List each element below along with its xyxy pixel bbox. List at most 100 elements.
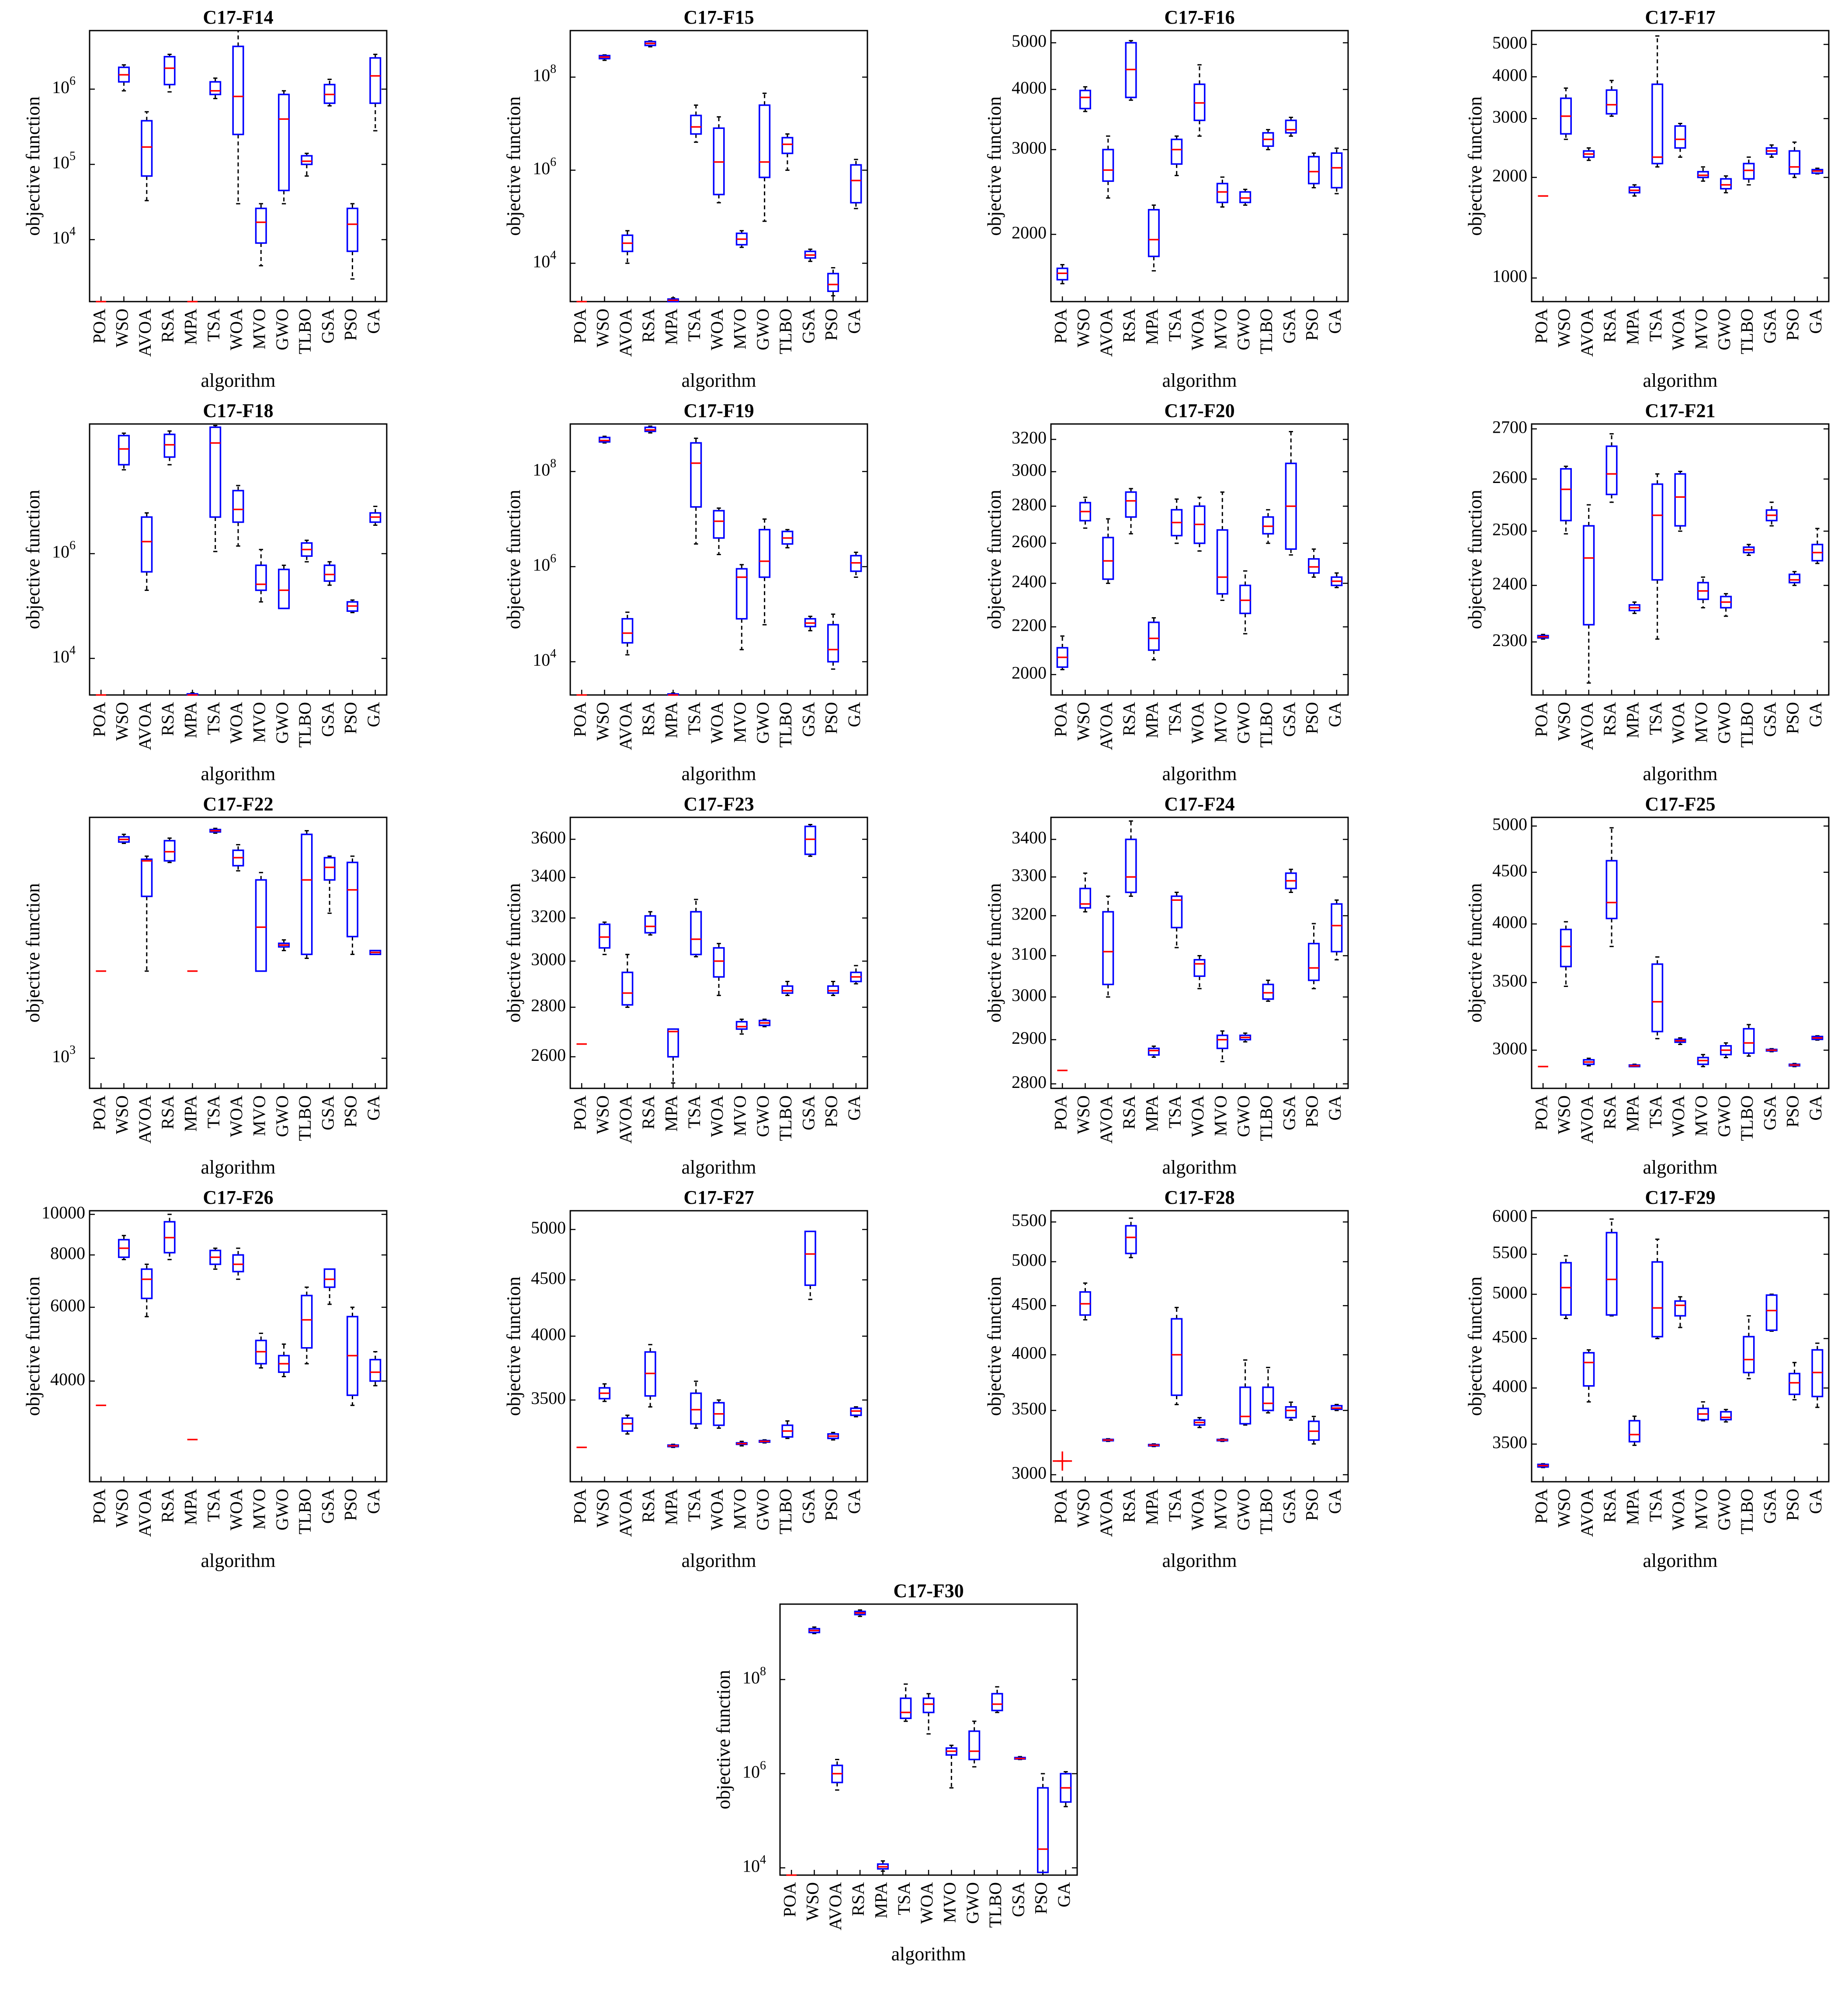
x-tick-label: TSA: [204, 1489, 223, 1522]
y-tick-label: 3500: [1012, 1399, 1047, 1418]
iqr-box: [1743, 1336, 1755, 1373]
box-avoa: [1102, 895, 1114, 998]
iqr-box: [621, 971, 634, 1006]
chart-panel: C17-F15 104 106 108 POA WSO AVOA RSA MPA TSA WOA MV…: [503, 7, 868, 391]
box-gsa: [1014, 1756, 1026, 1761]
x-tick-label: WOA: [1668, 702, 1688, 744]
box-tsa: [1651, 473, 1664, 640]
y-tick-label: 2400: [1492, 573, 1527, 593]
x-tick-label: WSO: [1554, 702, 1574, 741]
x-tick-label: WSO: [112, 1095, 132, 1134]
chart-panel: C17-F21 2300 2400 2500 2600 2700 POA WSO AVOA RSA…: [1464, 400, 1830, 785]
x-tick-label: TSA: [1646, 1489, 1665, 1522]
x-tick-label: PSO: [1783, 1489, 1803, 1521]
box-gsa: [323, 1268, 336, 1305]
x-tick-label: POA: [1051, 1095, 1070, 1130]
box-rsa: [1605, 827, 1618, 947]
y-tick-label: 104: [533, 647, 556, 670]
y-tick-label: 4500: [531, 1268, 566, 1288]
box-tlbo: [781, 1420, 794, 1439]
iqr-box: [163, 434, 176, 458]
x-tick-label: TLBO: [776, 309, 795, 354]
box-avoa: [831, 1759, 843, 1791]
plot-frame: [89, 423, 388, 696]
box-tlbo: [781, 529, 794, 549]
box-avoa: [621, 611, 634, 656]
y-tick-label: 104: [52, 225, 76, 248]
y-tick-label: 106: [52, 539, 76, 562]
y-tick-label: 3500: [531, 1388, 566, 1408]
chart-title: C17-F15: [683, 7, 754, 28]
box-pso: [1037, 1773, 1049, 1876]
x-tick-label: AVOA: [1096, 309, 1116, 357]
chart-title: C17-F18: [203, 400, 273, 421]
box-ga: [1811, 1035, 1824, 1041]
x-tick-label: GWO: [1714, 702, 1734, 744]
y-tick-label: 4500: [1492, 1327, 1527, 1347]
plot-frame: [1531, 1210, 1830, 1483]
box-poa: [1537, 1463, 1549, 1469]
x-tick-label: WSO: [593, 702, 613, 741]
x-tick-label: POA: [570, 702, 589, 737]
iqr-box: [1148, 1047, 1160, 1056]
box-mpa: [1148, 1443, 1160, 1447]
x-tick-label: POA: [1531, 702, 1551, 737]
box-tsa: [209, 827, 222, 834]
box-tlbo: [1743, 1024, 1755, 1057]
chart-panel: C17-F23 2600 2800 3000 3200 3400 3600 POA WSO AVO…: [503, 793, 868, 1178]
y-tick-label: 104: [742, 1853, 766, 1876]
box-rsa: [644, 40, 656, 48]
iqr-box: [1148, 209, 1160, 257]
x-tick-label: GWO: [753, 309, 773, 351]
plot-frame: [1050, 30, 1349, 302]
x-tick-label: WSO: [1074, 1489, 1093, 1528]
x-axis-label: algorithm: [1162, 763, 1237, 785]
iqr-box: [1125, 838, 1137, 893]
x-tick-label: MVO: [249, 1489, 269, 1529]
box-avoa: [621, 954, 634, 1008]
x-tick-label: WOA: [1668, 1095, 1688, 1137]
x-tick-label: TLBO: [1256, 309, 1276, 354]
box-mpa: [1628, 601, 1640, 614]
x-tick-label: RSA: [1119, 702, 1139, 736]
chart-panel: C17-F30 104 106 108 POA WSO AVOA RSA MPA TSA WOA MV…: [713, 1580, 1078, 1965]
box-poa: [1056, 264, 1068, 285]
box-avoa: [141, 512, 153, 591]
iqr-box: [827, 624, 839, 663]
box-tlbo: [1262, 1367, 1274, 1414]
y-tick-label: 2500: [1492, 519, 1527, 539]
x-tick-label: GA: [1806, 1489, 1825, 1514]
box-gsa: [1285, 116, 1297, 137]
x-tick-label: GA: [364, 1489, 383, 1514]
y-tick-label: 106: [742, 1759, 766, 1782]
x-tick-label: WOA: [1188, 1095, 1207, 1137]
x-tick-label: WSO: [1074, 702, 1093, 741]
y-tick-label: 2600: [531, 1045, 566, 1065]
iqr-box: [713, 510, 725, 539]
chart-panel: C17-F14 104 105 106 POA WSO AVOA RSA MPA TSA WOA MV…: [22, 7, 388, 391]
box-rsa: [644, 911, 656, 936]
iqr-box: [1239, 1386, 1252, 1425]
x-tick-label: MPA: [1142, 1095, 1162, 1132]
box-gsa: [804, 248, 816, 262]
box-tlbo: [301, 830, 313, 959]
iqr-box: [1331, 152, 1343, 189]
x-tick-label: TLBO: [1737, 702, 1757, 747]
x-tick-label: GWO: [1234, 309, 1253, 351]
y-tick-label: 108: [533, 63, 556, 85]
box-rsa: [854, 1609, 866, 1617]
x-tick-label: WOA: [707, 309, 727, 351]
x-tick-label: TSA: [1646, 1095, 1665, 1129]
box-rsa: [1125, 488, 1137, 535]
x-tick-label: GA: [364, 309, 383, 334]
box-tsa: [1651, 956, 1664, 1039]
iqr-box: [850, 164, 862, 204]
iqr-box: [209, 81, 222, 95]
x-tick-label: RSA: [848, 1882, 868, 1916]
box-pso: [1308, 923, 1320, 990]
box-avoa: [1583, 504, 1595, 684]
iqr-box: [141, 516, 153, 573]
x-tick-label: WOA: [917, 1882, 936, 1924]
iqr-box: [1605, 89, 1618, 115]
box-tsa: [690, 899, 702, 958]
